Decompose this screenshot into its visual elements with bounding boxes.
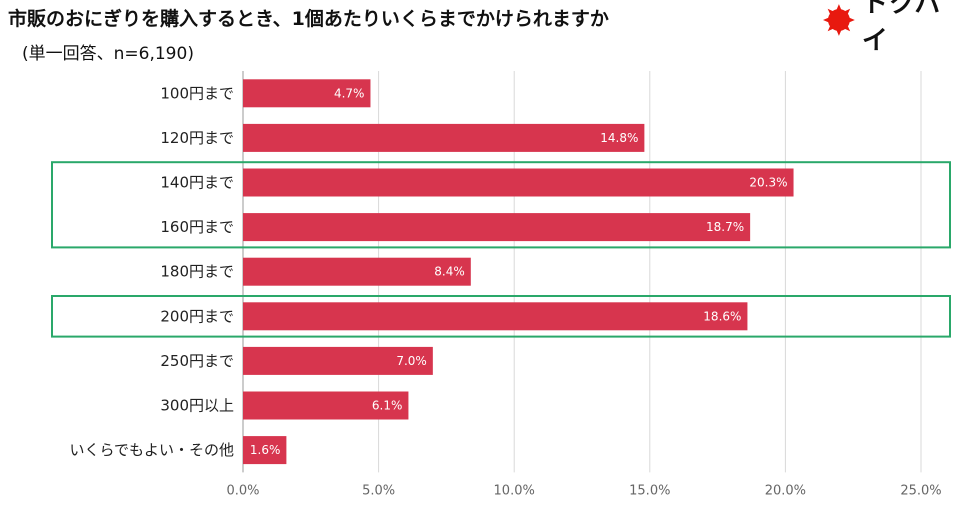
value-label: 18.6% xyxy=(703,309,741,323)
category-label: 250円まで xyxy=(160,352,234,370)
bar xyxy=(243,123,645,152)
value-label: 18.7% xyxy=(706,220,744,234)
value-label: 8.4% xyxy=(434,265,465,279)
x-tick-label: 15.0% xyxy=(629,483,670,498)
chart-title: 市販のおにぎりを購入するとき、1個あたりいくらまでかけられますか xyxy=(8,8,609,30)
value-label: 1.6% xyxy=(250,443,281,457)
value-label: 14.8% xyxy=(600,131,638,145)
red-sun-icon xyxy=(822,4,855,36)
value-label: 20.3% xyxy=(749,176,787,190)
value-label: 4.7% xyxy=(334,86,365,100)
category-label: 120円まで xyxy=(160,129,234,147)
category-label: 100円まで xyxy=(160,84,234,102)
value-label: 6.1% xyxy=(372,399,403,413)
bar xyxy=(243,168,794,197)
highlight-box xyxy=(51,295,951,338)
category-label: いくらでもよい・その他 xyxy=(69,441,234,459)
category-label: 200円まで xyxy=(160,307,234,325)
bar xyxy=(243,346,433,375)
x-tick-label: 0.0% xyxy=(226,483,259,498)
value-label: 7.0% xyxy=(396,354,427,368)
highlight-box xyxy=(51,161,951,249)
category-label: 180円まで xyxy=(160,263,234,281)
x-tick-label: 25.0% xyxy=(900,483,941,498)
x-tick-label: 10.0% xyxy=(494,483,535,498)
brand-logo: トクバイ xyxy=(822,0,968,56)
bar xyxy=(243,436,287,465)
bar xyxy=(243,391,409,420)
category-label: 140円まで xyxy=(160,174,234,192)
bar xyxy=(243,257,471,286)
x-tick-label: 20.0% xyxy=(765,483,806,498)
brand-logo-text: トクバイ xyxy=(861,0,942,56)
category-label: 160円まで xyxy=(160,218,234,236)
bar xyxy=(243,79,371,108)
category-label: 300円以上 xyxy=(160,397,234,415)
x-tick-label: 5.0% xyxy=(362,483,395,498)
chart-subtitle: (単一回答、n=6,190) xyxy=(22,44,194,64)
bar xyxy=(243,213,751,242)
bar xyxy=(243,302,748,331)
